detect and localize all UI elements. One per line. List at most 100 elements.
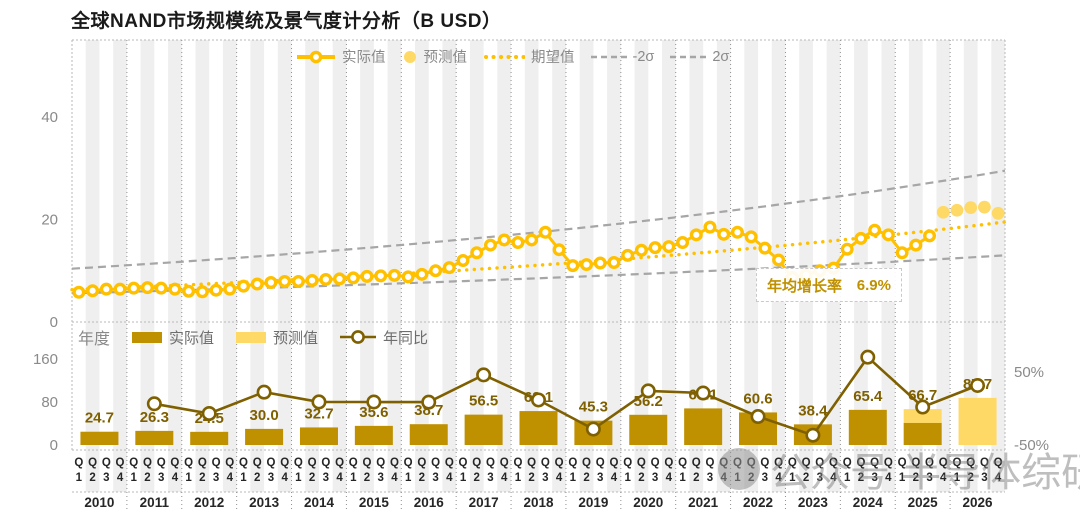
- quarter-label-q: Q: [884, 457, 893, 469]
- legend-label-forecast: 预测值: [423, 50, 468, 66]
- forecast-value-dot: [964, 201, 978, 215]
- actual-value-marker: [758, 241, 772, 255]
- quarter-label-num: 2: [967, 472, 973, 484]
- quarter-stripe: [168, 40, 182, 492]
- quarter-label-q: Q: [788, 457, 797, 469]
- quarter-stripe: [85, 40, 100, 492]
- quarter-label-num: 1: [624, 472, 631, 484]
- quarter-label-q: Q: [184, 457, 193, 469]
- quarter-label-q: Q: [129, 457, 138, 469]
- bottom-y-axis-tick: 80: [41, 394, 58, 411]
- top-y-axis-tick: 0: [50, 314, 58, 331]
- actual-value-marker: [154, 281, 168, 295]
- actual-value-marker: [483, 238, 497, 252]
- actual-value-marker: [676, 236, 690, 250]
- actual-value-marker: [854, 231, 868, 245]
- legend-label-sigma-upper: 2σ: [712, 48, 730, 65]
- legend-label-expected: 期望值: [531, 50, 575, 66]
- actual-value-marker: [730, 225, 744, 239]
- actual-value-marker: [209, 283, 223, 297]
- quarter-stripe: [991, 40, 1005, 492]
- quarter-label-q: Q: [143, 457, 152, 469]
- bar-value-label: 60.6: [743, 390, 772, 407]
- forecast-value-dot: [950, 203, 964, 217]
- quarter-label-num: 2: [144, 472, 150, 484]
- quarter-stripe: [689, 40, 704, 492]
- quarter-label-q: Q: [417, 457, 426, 469]
- forecast-dot-icon: [403, 50, 416, 63]
- quarter-label-num: 2: [474, 472, 480, 484]
- quarter-label-q: Q: [911, 457, 920, 469]
- yoy-marker: [256, 384, 272, 400]
- bar-value-label: 30.0: [249, 407, 278, 424]
- bar-2018: [519, 411, 558, 445]
- quarter-label-num: 1: [76, 472, 83, 484]
- actual-value-marker: [168, 282, 182, 296]
- quarter-label-num: 4: [775, 472, 782, 484]
- quarter-label-num: 4: [391, 472, 398, 484]
- quarter-label-num: 3: [652, 472, 658, 484]
- quarter-label-q: Q: [596, 457, 605, 469]
- quarter-label-num: 2: [913, 472, 919, 484]
- actual-value-marker: [140, 281, 154, 295]
- actual-value-marker: [470, 246, 484, 260]
- year-label: 2010: [84, 495, 114, 510]
- quarter-label-num: 3: [487, 472, 493, 484]
- quarter-label-q: Q: [966, 457, 975, 469]
- quarter-label-num: 4: [501, 472, 508, 484]
- legend-item-forecast: 预测值: [402, 46, 468, 67]
- yoy-marker: [805, 427, 821, 443]
- quarter-label-q: Q: [445, 457, 454, 469]
- quarter-stripe: [908, 40, 923, 492]
- quarter-label-q: Q: [898, 457, 907, 469]
- year-label: 2021: [688, 495, 719, 510]
- quarter-label-q: Q: [116, 457, 125, 469]
- quarter-label-q: Q: [760, 457, 769, 469]
- quarter-label-num: 4: [117, 472, 124, 484]
- bottom-chart-legend: 年度 实际值 预测值 年同比: [78, 325, 428, 349]
- quarter-label-q: Q: [404, 457, 413, 469]
- year-label: 2024: [853, 495, 884, 510]
- year-label: 2012: [194, 495, 224, 510]
- yoy-marker: [750, 409, 766, 425]
- year-label: 2026: [963, 495, 994, 510]
- forecast-value-dot: [936, 205, 950, 219]
- quarter-label-q: Q: [555, 457, 564, 469]
- quarter-stripe: [195, 40, 210, 492]
- page-title: 全球NAND市场规模统及景气度计分析（B USD）: [71, 11, 502, 32]
- actual-value-marker: [237, 279, 251, 293]
- quarter-stripe: [744, 40, 759, 492]
- quarter-label-num: 1: [405, 472, 412, 484]
- forecast-value-dot: [978, 200, 991, 214]
- legend-item-sigma-upper: 2σ: [670, 49, 729, 65]
- yoy-marker: [311, 394, 327, 410]
- quarter-label-q: Q: [774, 457, 783, 469]
- actual-value-marker: [278, 274, 292, 288]
- bar-2012: [190, 431, 229, 445]
- legend-item-bar-forecast: 预测值: [236, 327, 318, 348]
- quarter-label-q: Q: [266, 457, 275, 469]
- bar-2024: [848, 409, 887, 445]
- actual-value-marker: [662, 240, 676, 254]
- quarter-stripe: [524, 40, 539, 492]
- quarter-label-q: Q: [376, 457, 385, 469]
- quarter-stripe: [661, 40, 676, 492]
- quarter-label-num: 1: [515, 472, 522, 484]
- quarter-label-q: Q: [623, 457, 632, 469]
- year-label: 2025: [908, 495, 939, 510]
- quarter-label-num: 4: [556, 472, 563, 484]
- quarter-label-num: 4: [940, 472, 947, 484]
- legend-label-yoy: 年同比: [383, 329, 429, 347]
- quarter-label-q: Q: [431, 457, 440, 469]
- bar-2010: [80, 431, 119, 445]
- actual-value-marker: [442, 261, 456, 275]
- quarter-stripe: [854, 40, 868, 492]
- quarter-label-num: 1: [131, 472, 138, 484]
- quarter-label-q: Q: [939, 457, 948, 469]
- actual-value-marker: [909, 238, 923, 252]
- year-label: 2023: [798, 495, 829, 510]
- year-label: 2014: [304, 495, 335, 510]
- actual-value-marker: [634, 243, 648, 257]
- actual-value-marker: [648, 241, 662, 255]
- quarter-label-q: Q: [953, 457, 962, 469]
